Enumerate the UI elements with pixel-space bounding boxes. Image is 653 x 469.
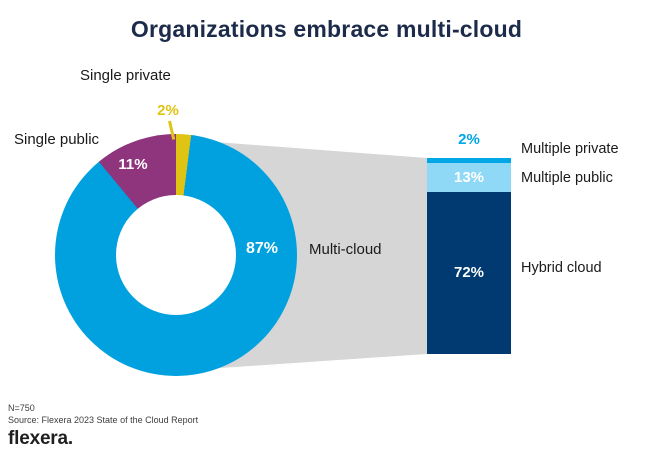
stacked-bar: 13% 72% xyxy=(427,158,511,354)
multiple-private-label: Multiple private xyxy=(521,141,619,157)
bar-segment-multiple-public: 13% xyxy=(427,162,511,192)
single-public-label: Single public xyxy=(14,131,100,148)
single-private-label: Single private xyxy=(80,67,171,84)
flexera-logo: flexera. xyxy=(8,428,73,449)
bar-top-percent-label: 2% xyxy=(458,131,480,148)
bar-segment-hybrid-cloud: 72% xyxy=(427,191,511,354)
single-private-percent-label: 2% xyxy=(157,102,179,119)
donut-chart xyxy=(55,134,297,376)
hybrid-cloud-percent-label: 72% xyxy=(453,264,485,282)
multi-cloud-percent-label: 87% xyxy=(245,240,279,257)
chart-title: Organizations embrace multi-cloud xyxy=(130,16,523,42)
hybrid-cloud-label: Hybrid cloud xyxy=(521,260,602,276)
source-note: Source: Flexera 2023 State of the Cloud … xyxy=(8,415,199,425)
bar-segment-multiple-private xyxy=(427,158,511,163)
multiple-public-percent-label: 13% xyxy=(453,168,485,186)
sample-size-note: N=750 xyxy=(8,403,35,413)
single-public-percent-label: 11% xyxy=(118,156,148,173)
multi-cloud-label: Multi-cloud xyxy=(309,241,382,258)
multiple-public-label: Multiple public xyxy=(521,170,613,186)
donut-hole xyxy=(116,195,236,315)
